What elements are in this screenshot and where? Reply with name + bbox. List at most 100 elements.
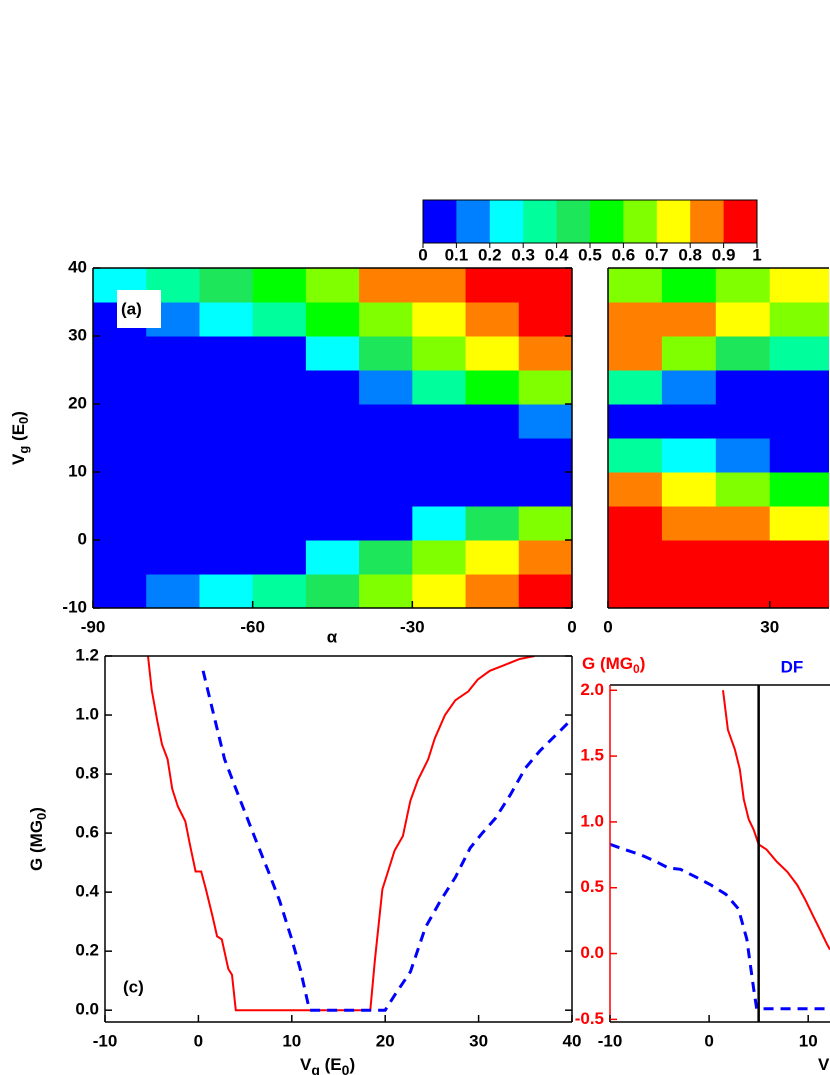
y-tick-label: 40: [68, 257, 87, 276]
label-part: V: [818, 1055, 830, 1074]
y-tick-label: 0.6: [75, 823, 99, 842]
heat-cell: [715, 370, 771, 405]
heat-cell: [769, 404, 829, 439]
heat-cell: [608, 438, 663, 473]
heat-cell: [146, 506, 200, 541]
heat-cell: [359, 438, 413, 473]
colorbar-swatch: [523, 200, 558, 243]
heat-cell: [93, 574, 147, 608]
heat-cell: [199, 540, 254, 575]
heat-cell: [412, 370, 467, 405]
heat-cell: [305, 268, 360, 303]
heat-cell: [465, 404, 520, 439]
heat-cell: [146, 336, 200, 371]
y-tick-label: 0.0: [580, 943, 604, 962]
x-tick-label: 0: [603, 617, 612, 636]
heat-cell: [715, 574, 771, 608]
heat-cell: [518, 404, 572, 439]
heat-cell: [359, 336, 413, 371]
panel-label-bg: [117, 290, 161, 328]
heat-cell: [412, 336, 467, 371]
y-tick-label: 10: [68, 461, 87, 480]
heat-cell: [518, 574, 572, 608]
label-part: 0: [342, 1062, 350, 1075]
colorbar-tick-label: 0.4: [545, 245, 569, 264]
y-tick-label: 1.0: [75, 705, 99, 724]
heat-cell: [199, 268, 254, 303]
heat-cell: [608, 404, 663, 439]
label-part: (E: [9, 424, 28, 446]
colorbar-tick-label: 0.6: [612, 245, 636, 264]
heat-cell: [199, 302, 254, 337]
colorbar-tick-label: 0.3: [511, 245, 535, 264]
heat-cell: [715, 438, 771, 473]
heat-cell: [93, 404, 147, 439]
heat-cell: [465, 302, 520, 337]
colorbar-swatch: [556, 200, 591, 243]
heat-cell: [146, 370, 200, 405]
heat-cell: [199, 404, 254, 439]
heat-cell: [608, 268, 663, 303]
heat-cell: [252, 574, 307, 608]
heat-cell: [661, 336, 717, 371]
heat-cell: [608, 506, 663, 541]
label-part: G (MG: [582, 654, 633, 673]
y-tick-label: -10: [62, 597, 87, 616]
heat-cell: [518, 438, 572, 473]
colorbar-tick-label: 0.7: [645, 245, 669, 264]
heat-cell: [305, 472, 360, 507]
heat-cell: [252, 472, 307, 507]
heat-cell: [465, 574, 520, 608]
heat-cell: [199, 370, 254, 405]
colorbar-tick-label: 0.9: [712, 245, 736, 264]
heat-cell: [465, 540, 520, 575]
y-tick-label: 0: [78, 529, 87, 548]
heat-cell: [252, 540, 307, 575]
line-series: [147, 656, 535, 1012]
heat-cell: [769, 438, 829, 473]
line-series: [201, 670, 572, 1012]
y-tick-label: 0.5: [580, 877, 604, 896]
colorbar-swatch: [623, 200, 658, 243]
heat-cell: [199, 336, 254, 371]
label-part: ): [27, 807, 46, 813]
heat-cell: [305, 574, 360, 608]
heat-cell: [252, 336, 307, 371]
label-part: (E: [320, 1055, 342, 1074]
x-tick-label: -10: [598, 1031, 623, 1050]
x-tick-label: 0: [567, 617, 576, 636]
heat-cell: [252, 438, 307, 473]
heat-cell: [608, 370, 663, 405]
heat-cell: [252, 268, 307, 303]
y-tick-label: -0.5: [575, 1009, 604, 1028]
colorbar-swatch: [456, 200, 491, 243]
heat-cell: [199, 506, 254, 541]
axis-label: Vg (E0): [9, 411, 31, 465]
label-part: ): [640, 654, 646, 673]
heat-cell: [305, 540, 360, 575]
y-tick-label: 1.2: [75, 645, 99, 664]
heat-cell: [661, 540, 717, 575]
heat-cell: [465, 506, 520, 541]
heat-cell: [412, 404, 467, 439]
heat-cell: [199, 574, 254, 608]
heat-cell: [412, 438, 467, 473]
label-part: 0: [633, 662, 640, 676]
axis-label: V: [818, 1055, 830, 1074]
label-part: ): [9, 411, 28, 417]
heat-cell: [715, 472, 771, 507]
heat-cell: [412, 574, 467, 608]
colorbar-swatch: [423, 200, 457, 243]
colorbar-swatch: [656, 200, 691, 243]
x-tick-label: 10: [282, 1031, 301, 1050]
colorbar-swatch: [590, 200, 624, 243]
heat-cell: [769, 574, 829, 608]
x-tick-label: 20: [376, 1031, 395, 1050]
heat-cell: [518, 506, 572, 541]
x-tick-label: 30: [469, 1031, 488, 1050]
heat-cell: [305, 438, 360, 473]
heat-cell: [465, 438, 520, 473]
heat-cell: [715, 540, 771, 575]
heat-cell: [93, 506, 147, 541]
